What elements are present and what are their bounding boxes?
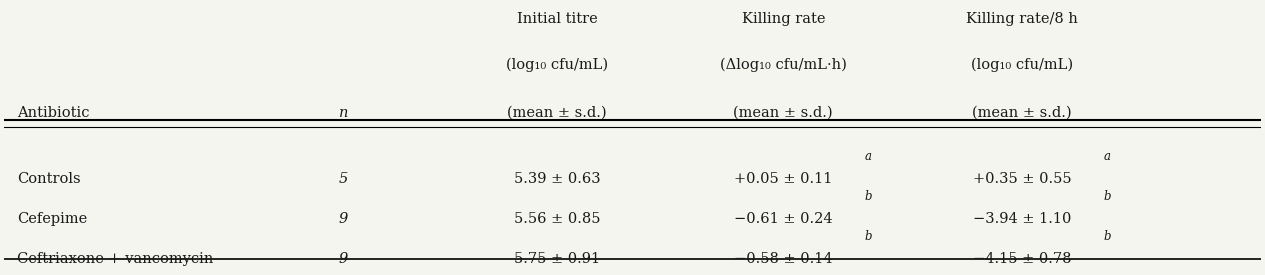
Text: −4.15 ± 0.78: −4.15 ± 0.78	[973, 252, 1071, 266]
Text: 5: 5	[339, 172, 348, 186]
Text: b: b	[865, 190, 873, 203]
Text: Killing rate/8 h: Killing rate/8 h	[966, 12, 1078, 26]
Text: Killing rate: Killing rate	[741, 12, 825, 26]
Text: Cefepime: Cefepime	[16, 212, 87, 226]
Text: b: b	[1104, 190, 1111, 203]
Text: (Δlog₁₀ cfu/mL·h): (Δlog₁₀ cfu/mL·h)	[720, 57, 846, 72]
Text: (mean ± s.d.): (mean ± s.d.)	[507, 106, 607, 120]
Text: Initial titre: Initial titre	[516, 12, 597, 26]
Text: Antibiotic: Antibiotic	[16, 106, 90, 120]
Text: (log₁₀ cfu/mL): (log₁₀ cfu/mL)	[972, 57, 1073, 72]
Text: (mean ± s.d.): (mean ± s.d.)	[973, 106, 1071, 120]
Text: (mean ± s.d.): (mean ± s.d.)	[734, 106, 834, 120]
Text: 5.56 ± 0.85: 5.56 ± 0.85	[514, 212, 601, 226]
Text: b: b	[865, 230, 873, 243]
Text: 9: 9	[339, 212, 348, 226]
Text: a: a	[865, 150, 872, 163]
Text: 5.39 ± 0.63: 5.39 ± 0.63	[514, 172, 601, 186]
Text: b: b	[1104, 230, 1111, 243]
Text: 9: 9	[339, 252, 348, 266]
Text: −0.58 ± 0.14: −0.58 ± 0.14	[734, 252, 832, 266]
Text: −3.94 ± 1.10: −3.94 ± 1.10	[973, 212, 1071, 226]
Text: −0.61 ± 0.24: −0.61 ± 0.24	[734, 212, 832, 226]
Text: n: n	[339, 106, 348, 120]
Text: (log₁₀ cfu/mL): (log₁₀ cfu/mL)	[506, 57, 608, 72]
Text: +0.35 ± 0.55: +0.35 ± 0.55	[973, 172, 1071, 186]
Text: 5.75 ± 0.91: 5.75 ± 0.91	[514, 252, 600, 266]
Text: +0.05 ± 0.11: +0.05 ± 0.11	[734, 172, 832, 186]
Text: Controls: Controls	[16, 172, 81, 186]
Text: a: a	[1104, 150, 1111, 163]
Text: Ceftriaxone + vancomycin: Ceftriaxone + vancomycin	[16, 252, 213, 266]
